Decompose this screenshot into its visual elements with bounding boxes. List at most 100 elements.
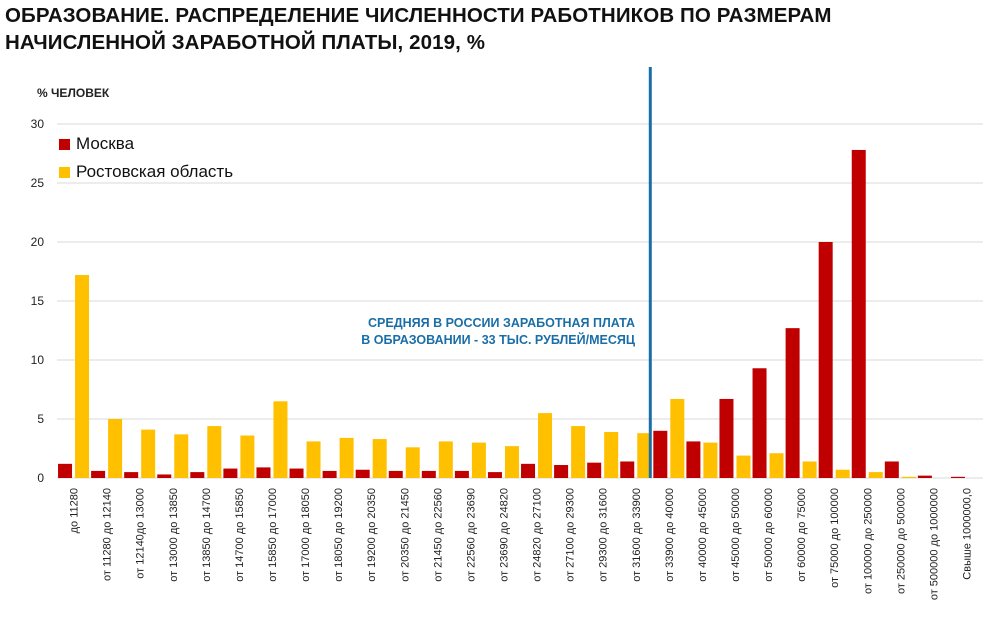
- x-tick-label: от 40000 до 45000: [697, 488, 709, 582]
- x-tick-label: от 75000 до 100000: [829, 488, 841, 588]
- legend-item-moscow: Москва: [59, 130, 233, 158]
- bar-rostov: [637, 433, 652, 478]
- bar-moscow: [851, 149, 866, 478]
- bar-rostov: [736, 455, 751, 478]
- bar-moscow: [124, 472, 139, 478]
- legend-label-moscow: Москва: [76, 134, 135, 153]
- bar-moscow: [91, 470, 106, 478]
- bar-rostov: [504, 446, 519, 478]
- y-tick-label: 30: [31, 117, 45, 131]
- x-tick-label: от 21450 до 22560: [432, 488, 444, 582]
- x-tick-label: от 12140до 13000: [135, 488, 147, 579]
- x-tick-label: от 23690 до 24820: [498, 488, 510, 582]
- bar-rostov: [339, 437, 354, 478]
- x-tick-label: от 24820 до 27100: [532, 488, 544, 582]
- annotation-line-1: СРЕДНЯЯ В РОССИИ ЗАРАБОТНАЯ ПЛАТА: [368, 316, 635, 330]
- bar-moscow: [917, 475, 932, 478]
- x-tick-label: от 29300 до 31600: [598, 488, 610, 582]
- bar-moscow: [653, 430, 668, 478]
- bar-rostov: [538, 413, 553, 478]
- x-tick-label: от 13850 до 14700: [201, 488, 213, 582]
- legend: Москва Ростовская область: [59, 130, 233, 186]
- bar-moscow: [487, 472, 502, 478]
- bar-moscow: [752, 368, 767, 478]
- bar-moscow: [719, 398, 734, 478]
- bar-moscow: [256, 467, 271, 478]
- bar-moscow: [190, 472, 205, 478]
- y-tick-label: 25: [31, 176, 45, 190]
- x-tick-label: от 17000 до 18050: [300, 488, 312, 582]
- bar-rostov: [769, 453, 784, 478]
- bar-moscow: [322, 470, 337, 478]
- bar-rostov: [835, 469, 850, 478]
- x-tick-label: от 60000 до 75000: [796, 488, 808, 582]
- reference-line-annotation: СРЕДНЯЯ В РОССИИ ЗАРАБОТНАЯ ПЛАТА В ОБРА…: [335, 315, 635, 349]
- bar-rostov: [108, 419, 123, 478]
- bar-moscow: [421, 470, 436, 478]
- legend-item-rostov: Ростовская область: [59, 158, 233, 186]
- y-tick-label: 15: [31, 294, 45, 308]
- x-tick-label: от 15850 до 17000: [267, 488, 279, 582]
- x-tick-label: от 11280 до 12140: [102, 488, 114, 581]
- x-tick-label: от 22560 до 23690: [465, 488, 477, 582]
- bar-moscow: [355, 469, 370, 478]
- x-tick-label: от 250000 до 500000: [895, 488, 907, 594]
- x-tick-label: до 11280: [69, 488, 81, 533]
- bar-moscow: [454, 470, 469, 478]
- x-tick-label: от 18050 до 19200: [333, 488, 345, 582]
- y-tick-label: 0: [37, 471, 44, 485]
- x-tick-label: от 14700 до 15850: [234, 488, 246, 582]
- bar-moscow: [884, 461, 899, 478]
- chart-title: ОБРАЗОВАНИЕ. РАСПРЕДЕЛЕНИЕ ЧИСЛЕННОСТИ Р…: [5, 2, 975, 56]
- legend-swatch-rostov: [59, 166, 70, 178]
- bar-moscow: [58, 463, 73, 478]
- x-tick-label: от 31600 до 33900: [631, 488, 643, 582]
- bar-moscow: [686, 441, 701, 478]
- bar-rostov: [75, 275, 90, 478]
- x-tick-label: от 45000 до 50000: [730, 488, 742, 582]
- y-tick-label: 5: [37, 412, 44, 426]
- x-tick-label: от 100000 до 250000: [862, 488, 874, 594]
- bar-rostov: [273, 401, 288, 478]
- bar-rostov: [174, 434, 189, 478]
- bar-rostov: [571, 426, 586, 478]
- bar-moscow: [587, 462, 602, 478]
- bar-rostov: [405, 447, 420, 478]
- bar-rostov: [471, 442, 486, 478]
- bar-rostov: [604, 431, 619, 478]
- bar-moscow: [521, 463, 536, 478]
- legend-label-rostov: Ростовская область: [76, 162, 234, 181]
- bar-moscow: [554, 465, 569, 478]
- bar-moscow: [818, 242, 833, 478]
- bar-rostov: [438, 441, 453, 478]
- chart-title-line-1: ОБРАЗОВАНИЕ. РАСПРЕДЕЛЕНИЕ ЧИСЛЕННОСТИ Р…: [5, 4, 832, 27]
- bar-rostov: [802, 461, 817, 478]
- x-tick-label: от 20350 до 21450: [399, 488, 411, 582]
- bar-moscow: [223, 468, 238, 478]
- bar-moscow: [620, 461, 635, 478]
- x-tick-label: от 13000 до 13850: [168, 488, 180, 582]
- y-axis-label: % ЧЕЛОВЕК: [37, 86, 110, 100]
- bar-rostov: [372, 439, 387, 478]
- chart-title-line-2: НАЧИСЛЕННОЙ ЗАРАБОТНОЙ ПЛАТЫ, 2019, %: [5, 31, 486, 54]
- bar-rostov: [207, 426, 222, 478]
- x-tick-label: от 500000 до 1000000: [928, 488, 940, 600]
- annotation-line-2: В ОБРАЗОВАНИИ - 33 ТЫС. РУБЛЕЙ/МЕСЯЦ: [361, 333, 635, 347]
- bar-rostov: [240, 435, 255, 478]
- x-tick-label: от 19200 до 20350: [366, 488, 378, 582]
- bar-moscow: [289, 468, 304, 478]
- x-tick-label: от 50000 до 60000: [763, 488, 775, 582]
- bar-rostov: [901, 476, 916, 478]
- bar-rostov: [670, 398, 685, 478]
- bar-moscow: [785, 328, 800, 478]
- y-tick-label: 10: [31, 353, 45, 367]
- x-tick-label: от 27100 до 29300: [565, 488, 577, 582]
- legend-swatch-moscow: [59, 138, 70, 150]
- bar-rostov: [868, 472, 883, 478]
- bar-moscow: [950, 476, 965, 478]
- y-tick-label: 20: [31, 235, 45, 249]
- x-tick-label: от 33900 до 40000: [664, 488, 676, 582]
- bar-moscow: [388, 470, 403, 478]
- x-tick-label: Свыше 1000000,0: [961, 488, 973, 580]
